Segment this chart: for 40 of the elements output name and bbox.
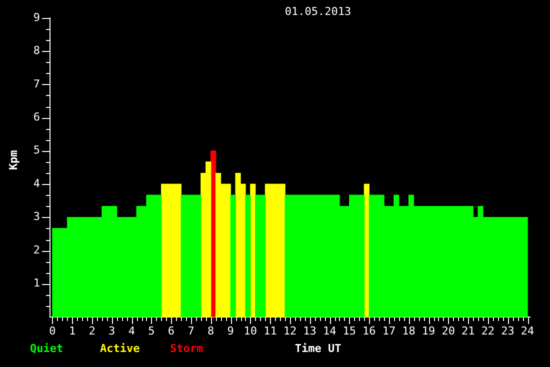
- x-tick-label: 11: [264, 324, 277, 338]
- x-tick-label: 16: [362, 324, 376, 338]
- x-tick-label: 17: [382, 324, 396, 338]
- x-tick-label: 19: [422, 324, 436, 338]
- x-tick-label: 23: [501, 324, 514, 338]
- x-tick-label: 0: [49, 324, 56, 338]
- y-tick-label: 4: [33, 176, 40, 190]
- y-tick-label: 3: [33, 210, 40, 224]
- y-tick-label: 5: [33, 144, 40, 157]
- text: Active: [100, 342, 141, 355]
- y-tick-label: 8: [33, 44, 40, 58]
- x-tick-label: 15: [342, 324, 356, 338]
- x-tick-label: 24: [520, 324, 535, 338]
- chart-title: 01.05.2013: [284, 4, 352, 18]
- x-tick-label: 14: [322, 324, 337, 338]
- text: Quiet: [30, 342, 64, 355]
- x-tick-label: 22: [481, 324, 495, 338]
- x-tick-label: 9: [227, 324, 234, 338]
- x-tick-label: 20: [442, 324, 455, 338]
- x-tick-label: 10: [244, 324, 258, 338]
- y-tick-label: 6: [33, 110, 40, 124]
- y-tick-label: 7: [33, 77, 40, 90]
- y-tick-label: 9: [33, 10, 40, 24]
- y-tick-label: 1: [33, 276, 40, 290]
- x-tick-label: 4: [128, 324, 136, 338]
- y-tick-label: 2: [33, 243, 40, 256]
- y-axis-title: Kpm: [6, 150, 20, 170]
- x-axis-title: Time UT: [294, 342, 342, 355]
- x-tick-label: 13: [303, 324, 316, 338]
- x-tick-label: 6: [168, 324, 175, 338]
- x-tick-label: 2: [88, 324, 96, 338]
- x-tick-label: 7: [188, 324, 194, 338]
- x-tick-label: 8: [208, 324, 214, 338]
- x-tick-label: 1: [68, 324, 76, 338]
- x-tick-label: 21: [462, 324, 475, 338]
- x-tick-label: 12: [283, 324, 297, 338]
- x-tick-label: 18: [402, 324, 416, 338]
- x-tick-label: 5: [148, 324, 155, 338]
- text: Storm: [170, 342, 204, 355]
- x-tick-label: 3: [108, 324, 116, 338]
